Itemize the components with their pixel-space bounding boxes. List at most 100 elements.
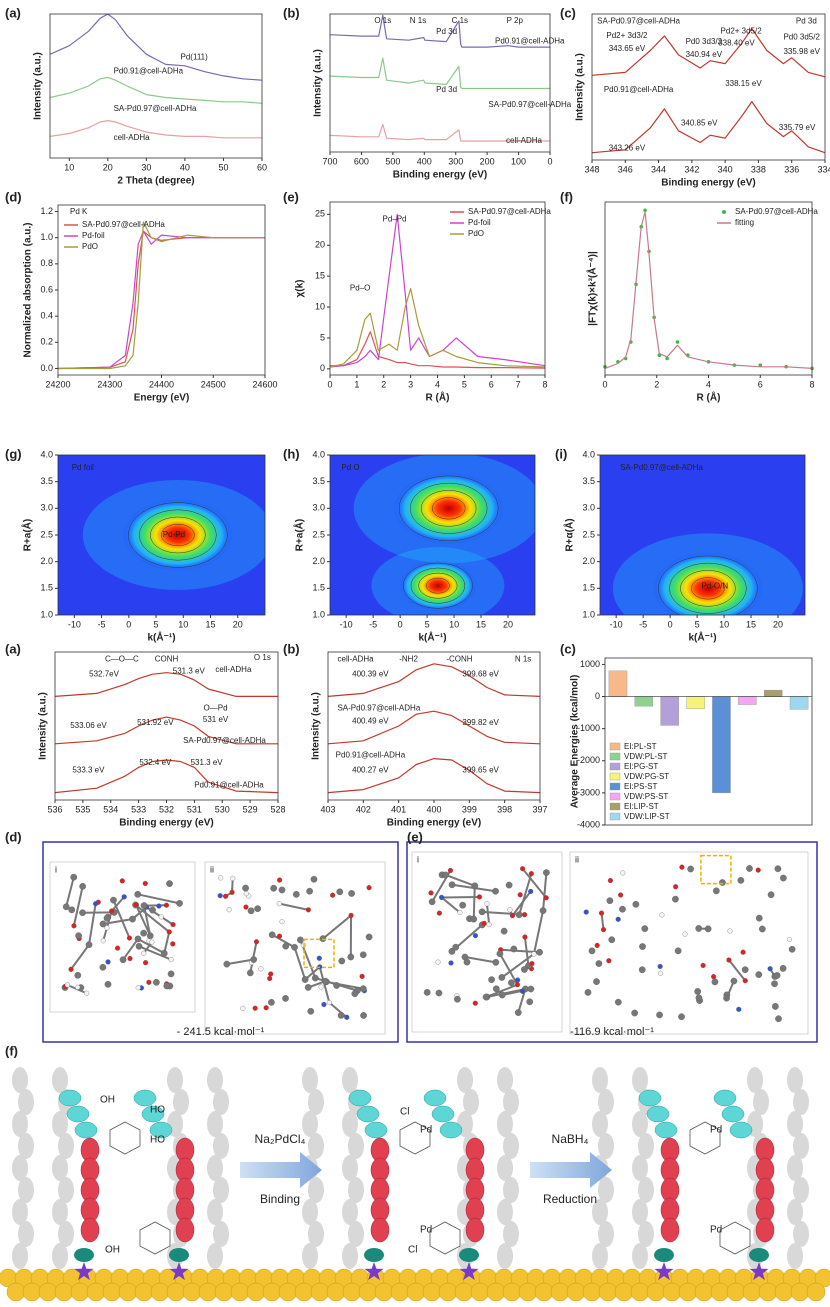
atom — [243, 891, 249, 897]
gold-atom — [694, 1282, 714, 1302]
annotation: 531 eV — [203, 715, 229, 724]
line-series — [329, 57, 550, 90]
atom — [519, 988, 526, 994]
x-tick-label: 534 — [103, 804, 118, 814]
model-box — [569, 851, 809, 1035]
atom — [711, 978, 719, 986]
atom — [338, 957, 346, 965]
annotation: N 1s — [410, 16, 426, 25]
y-axis-label: Normalized absorption (a.u.) — [23, 222, 34, 357]
atom — [115, 945, 121, 951]
x-tick-label: 397 — [532, 804, 547, 814]
bar — [712, 696, 731, 794]
chain — [207, 1155, 223, 1181]
atom — [163, 982, 171, 990]
atom — [267, 975, 273, 982]
atom — [365, 933, 373, 941]
atom — [103, 914, 111, 922]
atom — [166, 880, 173, 887]
x-tick-label: 0 — [668, 619, 673, 629]
atom — [160, 949, 168, 957]
atom — [242, 884, 249, 892]
y-axis-label: R+α(Å) — [563, 518, 576, 551]
atom — [229, 889, 235, 895]
atom — [146, 932, 154, 940]
segment-cyan — [439, 1121, 463, 1139]
atom — [226, 907, 232, 913]
chain — [207, 1243, 223, 1269]
y-tick-label: 2.0 — [40, 556, 53, 566]
y-tick-label: 3.5 — [40, 476, 53, 486]
bond — [600, 912, 605, 930]
atom — [755, 914, 763, 922]
atom — [631, 1009, 639, 1017]
atom — [600, 927, 607, 933]
y-tick-label: 1.5 — [40, 583, 53, 593]
chain — [58, 1221, 74, 1247]
atom — [176, 900, 183, 907]
y-tick-label: 25 — [315, 209, 325, 219]
chain — [503, 1221, 519, 1247]
atom — [767, 966, 773, 972]
gold-atom — [54, 1282, 74, 1302]
chain — [58, 1177, 74, 1203]
atom — [359, 985, 367, 993]
bond — [134, 904, 170, 933]
atom — [140, 929, 147, 937]
segment-cyan — [431, 1105, 455, 1123]
contour — [402, 562, 473, 609]
line-series — [591, 28, 826, 78]
star — [364, 1262, 384, 1281]
point — [643, 208, 647, 213]
chain — [213, 1089, 229, 1115]
atom — [472, 1000, 478, 1006]
line-series — [54, 759, 279, 794]
atom — [68, 966, 74, 972]
atom — [428, 898, 436, 906]
annotation: SA-Pd0.97@cell-ADHa — [337, 703, 420, 712]
chain — [787, 1155, 803, 1181]
annotation: Pd 3d — [796, 16, 817, 25]
atom — [141, 950, 147, 956]
x-tick-label: 403 — [320, 804, 335, 814]
point — [758, 363, 763, 367]
reagent: NaBH₄ — [552, 1132, 589, 1146]
gold-atom — [342, 1282, 362, 1302]
heatmap — [612, 533, 803, 615]
annotation: 400.39 eV — [352, 669, 389, 678]
atom — [292, 890, 300, 898]
y-tick-label: -4000 — [577, 819, 600, 829]
scheme-label: Cl — [408, 1245, 417, 1256]
x-tick-label: 40 — [180, 162, 190, 172]
atom — [673, 884, 679, 890]
atom — [543, 895, 549, 901]
model-part: i — [55, 864, 57, 874]
atom — [775, 1015, 782, 1023]
bond — [137, 893, 180, 905]
y-tick-label: 4.0 — [582, 449, 595, 459]
atom — [448, 960, 454, 966]
atom — [156, 903, 162, 909]
star — [749, 1262, 769, 1281]
annotation: SA-Pd0.97@cell-ADHa — [183, 736, 266, 745]
gold-atom — [566, 1282, 586, 1302]
atom — [347, 953, 355, 961]
gold-atom — [454, 1282, 474, 1302]
atom — [250, 956, 258, 963]
line-series — [327, 710, 541, 745]
gold-atom — [278, 1282, 298, 1302]
heatmap — [353, 455, 535, 615]
annotation: P 2p — [507, 16, 524, 25]
atom — [62, 903, 70, 911]
atom — [619, 905, 626, 913]
x-tick-label: 200 — [480, 156, 495, 166]
atom — [310, 875, 318, 883]
gold-atom — [422, 1282, 442, 1302]
atom — [727, 928, 733, 934]
chain — [207, 1067, 223, 1093]
panel-label: (g) — [5, 446, 22, 461]
chain — [638, 1221, 654, 1247]
chain — [598, 1089, 614, 1115]
atom — [595, 960, 603, 967]
atom — [75, 932, 82, 940]
